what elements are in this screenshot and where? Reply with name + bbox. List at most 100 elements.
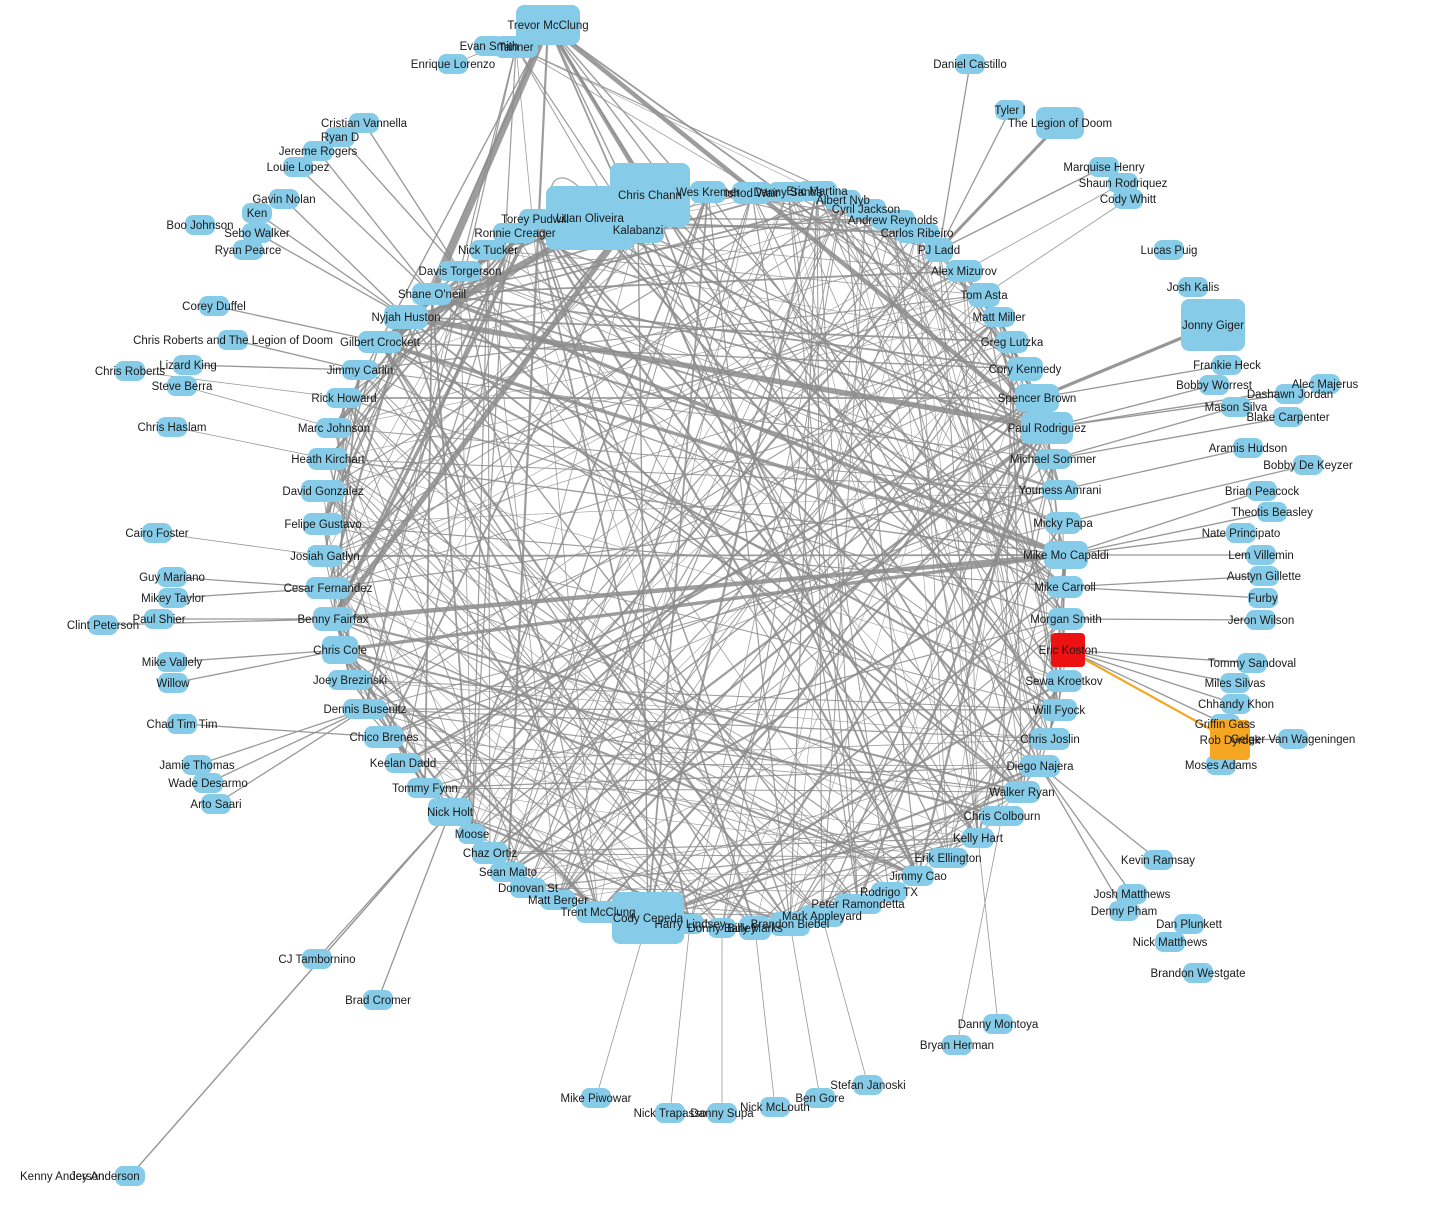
svg-text:Wade Desarmo: Wade Desarmo	[168, 778, 247, 790]
svg-text:Theotis Beasley: Theotis Beasley	[1231, 507, 1313, 519]
svg-text:Ryan D: Ryan D	[321, 132, 359, 144]
svg-text:Jeron Wilson: Jeron Wilson	[1228, 615, 1294, 627]
svg-text:Michael Sommer: Michael Sommer	[1010, 454, 1096, 466]
svg-text:Ken: Ken	[247, 208, 267, 220]
svg-text:Spencer Brown: Spencer Brown	[998, 393, 1077, 405]
svg-text:Kalabanzi: Kalabanzi	[613, 225, 664, 237]
svg-text:Ryan Pearce: Ryan Pearce	[215, 245, 281, 257]
svg-text:Mike Vallely: Mike Vallely	[142, 657, 203, 669]
svg-text:Dashawn Jordan: Dashawn Jordan	[1247, 389, 1333, 401]
svg-text:Brian Peacock: Brian Peacock	[1225, 486, 1299, 498]
svg-text:Erik Ellington: Erik Ellington	[914, 853, 981, 865]
svg-text:Sebo Walker: Sebo Walker	[224, 228, 290, 240]
svg-text:Furby: Furby	[1248, 593, 1278, 605]
svg-text:Rick Howard: Rick Howard	[311, 393, 376, 405]
svg-text:Cesar Fernandez: Cesar Fernandez	[284, 583, 373, 595]
svg-text:Cairo Foster: Cairo Foster	[125, 528, 188, 540]
svg-text:Trent McClung: Trent McClung	[561, 907, 636, 919]
svg-text:Felipe Gustavo: Felipe Gustavo	[284, 519, 361, 531]
svg-text:Eric Koston: Eric Koston	[1039, 645, 1098, 657]
svg-text:Tommy Sandoval: Tommy Sandoval	[1208, 658, 1296, 670]
svg-text:Andrew Reynolds: Andrew Reynolds	[848, 215, 938, 227]
svg-text:Griffin Gass: Griffin Gass	[1195, 719, 1256, 731]
svg-text:Jereme Rogers: Jereme Rogers	[279, 146, 358, 158]
svg-text:Jimmy Carlin: Jimmy Carlin	[327, 365, 393, 377]
svg-text:Brad Cromer: Brad Cromer	[345, 995, 411, 1007]
svg-text:Gilbert Crockett: Gilbert Crockett	[340, 337, 421, 349]
svg-text:Jey Anderson: Jey Anderson	[70, 1171, 140, 1183]
svg-text:Arto Saari: Arto Saari	[190, 799, 241, 811]
svg-text:Enrique Lorenzo: Enrique Lorenzo	[411, 59, 495, 71]
svg-text:Lucas Puig: Lucas Puig	[1141, 245, 1198, 257]
svg-text:CJ Tambornino: CJ Tambornino	[278, 954, 355, 966]
svg-text:Keelan Dadd: Keelan Dadd	[370, 758, 437, 770]
svg-text:Jamie Thomas: Jamie Thomas	[159, 760, 234, 772]
svg-text:Walker Ryan: Walker Ryan	[989, 787, 1054, 799]
svg-text:Mike Mo Capaldi: Mike Mo Capaldi	[1023, 550, 1109, 562]
svg-text:Shaun Rodriquez: Shaun Rodriquez	[1079, 178, 1168, 190]
svg-text:Micky Papa: Micky Papa	[1033, 518, 1093, 530]
svg-text:Nick Tucker: Nick Tucker	[458, 245, 518, 257]
svg-text:Nick Matthews: Nick Matthews	[1133, 937, 1208, 949]
svg-text:Davis Torgerson: Davis Torgerson	[419, 266, 502, 278]
svg-text:Matt Berger: Matt Berger	[528, 895, 588, 907]
svg-text:Marquise Henry: Marquise Henry	[1063, 162, 1144, 174]
svg-text:Corey Duffel: Corey Duffel	[182, 301, 246, 313]
svg-text:Chris Roberts and The Legion o: Chris Roberts and The Legion of Doom	[133, 335, 333, 347]
svg-text:Cory Kennedy: Cory Kennedy	[989, 364, 1062, 376]
svg-text:Chris Cole: Chris Cole	[313, 645, 367, 657]
svg-text:Josh Matthews: Josh Matthews	[1094, 889, 1171, 901]
svg-text:Carlos Ribeiro: Carlos Ribeiro	[881, 228, 954, 240]
svg-text:The Legion of Doom: The Legion of Doom	[1008, 118, 1112, 130]
svg-text:Kevin Ramsay: Kevin Ramsay	[1121, 855, 1195, 867]
svg-text:Dan Plunkett: Dan Plunkett	[1156, 919, 1223, 931]
svg-text:Nick Trapasso: Nick Trapasso	[634, 1108, 707, 1120]
svg-text:Will Fyock: Will Fyock	[1033, 705, 1086, 717]
svg-text:Lizard King: Lizard King	[159, 360, 217, 372]
svg-text:Nick Holt: Nick Holt	[427, 807, 474, 819]
svg-text:Chris Joslin: Chris Joslin	[1020, 734, 1079, 746]
svg-text:Aramis Hudson: Aramis Hudson	[1209, 443, 1288, 455]
svg-text:Tyler I: Tyler I	[994, 105, 1025, 117]
svg-text:Bobby De Keyzer: Bobby De Keyzer	[1263, 460, 1353, 472]
svg-text:Chris Chann: Chris Chann	[618, 190, 682, 202]
svg-text:Clint Peterson: Clint Peterson	[67, 620, 139, 632]
svg-text:Cody Whitt: Cody Whitt	[1100, 194, 1157, 206]
svg-text:Frankie Heck: Frankie Heck	[1193, 360, 1261, 372]
svg-text:PJ Ladd: PJ Ladd	[918, 245, 960, 257]
svg-text:Denny Pham: Denny Pham	[1091, 906, 1157, 918]
svg-text:Chad Tim Tim: Chad Tim Tim	[147, 719, 218, 731]
svg-text:Moses Adams: Moses Adams	[1185, 760, 1257, 772]
svg-text:Trevor McClung: Trevor McClung	[507, 20, 588, 32]
svg-text:Mike Carroll: Mike Carroll	[1034, 582, 1095, 594]
svg-text:Chaz Ortiz: Chaz Ortiz	[463, 848, 518, 860]
svg-text:Joey Brezinski: Joey Brezinski	[313, 675, 387, 687]
svg-text:Chico Brenes: Chico Brenes	[349, 732, 418, 744]
svg-text:David Gonzalez: David Gonzalez	[282, 486, 363, 498]
svg-text:Moose: Moose	[455, 829, 490, 841]
svg-text:Tom Asta: Tom Asta	[960, 290, 1008, 302]
svg-text:Donovan St: Donovan St	[498, 883, 559, 895]
svg-text:Chris Colbourn: Chris Colbourn	[964, 811, 1041, 823]
svg-text:Gavin Nolan: Gavin Nolan	[252, 194, 315, 206]
svg-text:Brandon Westgate: Brandon Westgate	[1150, 968, 1245, 980]
svg-text:Paul Rodriguez: Paul Rodriguez	[1008, 423, 1087, 435]
svg-text:Benny Fairfax: Benny Fairfax	[298, 614, 369, 626]
svg-text:Rodrigo TX: Rodrigo TX	[860, 887, 918, 899]
svg-text:Daniel Castillo: Daniel Castillo	[933, 59, 1007, 71]
svg-text:Louie Lopez: Louie Lopez	[267, 162, 330, 174]
svg-text:Chris Roberts: Chris Roberts	[95, 366, 166, 378]
svg-text:Jimmy Cao: Jimmy Cao	[889, 871, 947, 883]
svg-text:Geiger Van Wageningen: Geiger Van Wageningen	[1231, 734, 1356, 746]
svg-text:Diego Najera: Diego Najera	[1006, 761, 1074, 773]
svg-text:Chris Haslam: Chris Haslam	[137, 422, 206, 434]
svg-text:Tommy Fynn: Tommy Fynn	[392, 783, 458, 795]
svg-text:Dennis Busenitz: Dennis Busenitz	[323, 704, 406, 716]
svg-text:Miles Silvas: Miles Silvas	[1205, 678, 1266, 690]
svg-text:Ronnie Creager: Ronnie Creager	[474, 228, 555, 240]
svg-text:Steve Berra: Steve Berra	[152, 381, 213, 393]
svg-text:Josh Kalis: Josh Kalis	[1167, 282, 1220, 294]
svg-text:Paul Shier: Paul Shier	[132, 614, 185, 626]
svg-text:Sean Malto: Sean Malto	[479, 867, 537, 879]
svg-text:Austyn Gillette: Austyn Gillette	[1227, 571, 1301, 583]
